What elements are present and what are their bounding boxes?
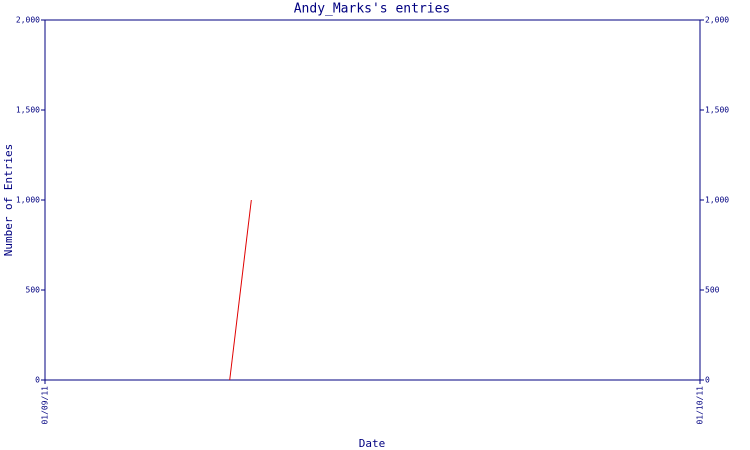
- y-tick-label: 1,500: [16, 106, 40, 115]
- y2-tick-label: 1,500: [705, 106, 729, 115]
- y-tick-label: 0: [35, 376, 40, 385]
- y2-tick-label: 1,000: [705, 196, 729, 205]
- y2-tick-label: 2,000: [705, 16, 729, 25]
- x-tick-label: 01/09/11: [41, 386, 50, 425]
- line: [229, 199, 252, 381]
- y-tick-label: 500: [26, 286, 41, 295]
- chart-title: Andy_Marks's entries: [294, 2, 451, 17]
- y2-tick-label: 500: [705, 286, 720, 295]
- y2-tick-label: 0: [705, 376, 710, 385]
- y-tick-label: 2,000: [16, 16, 40, 25]
- x-axis-label: Date: [359, 437, 386, 450]
- plot-frame: [44, 19, 701, 381]
- x-tick-label: 01/10/11: [696, 386, 705, 425]
- y-axis-label: Number of Entries: [2, 144, 15, 257]
- y-tick-label: 1,000: [16, 196, 40, 205]
